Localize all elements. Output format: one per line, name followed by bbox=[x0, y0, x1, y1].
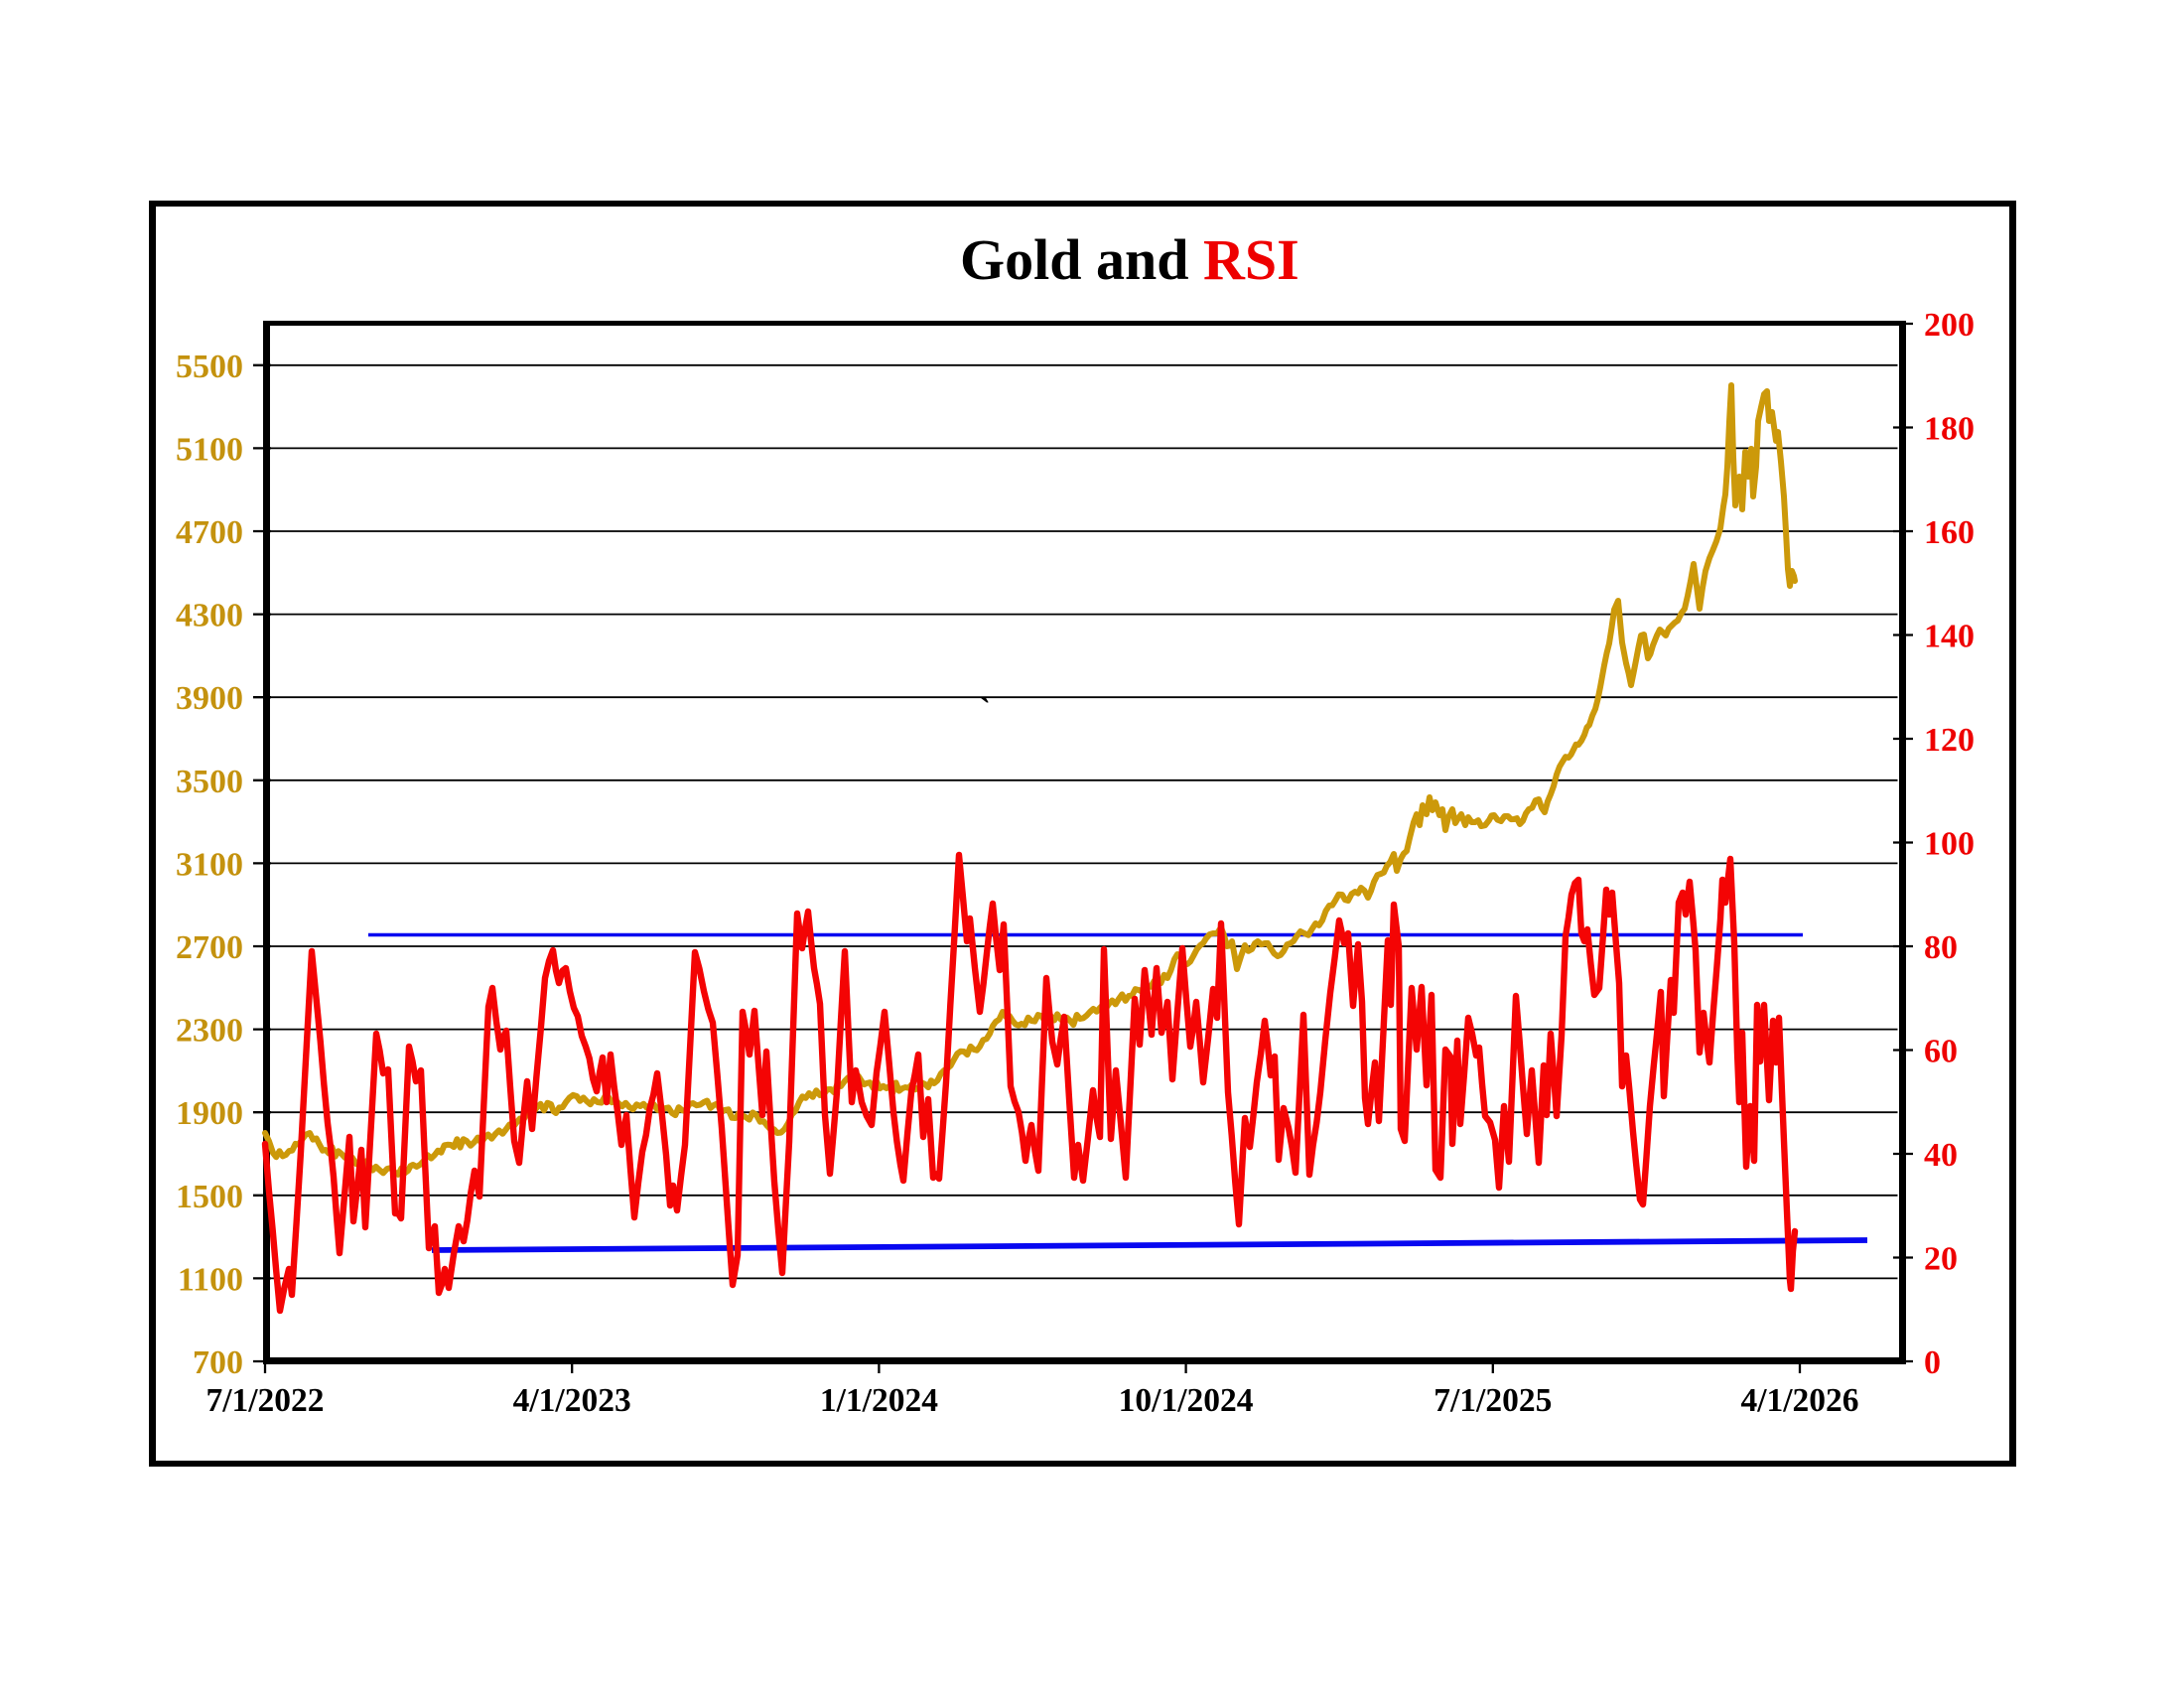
svg-text:5100: 5100 bbox=[176, 431, 243, 468]
svg-text:20: 20 bbox=[1924, 1241, 1958, 1278]
svg-text:1/1/2024: 1/1/2024 bbox=[820, 1382, 938, 1419]
svg-text:100: 100 bbox=[1924, 826, 1975, 863]
svg-text:10/1/2024: 10/1/2024 bbox=[1119, 1382, 1254, 1419]
svg-text:5500: 5500 bbox=[176, 349, 243, 385]
svg-text:60: 60 bbox=[1924, 1034, 1958, 1070]
svg-text:1900: 1900 bbox=[176, 1095, 243, 1132]
svg-text:1100: 1100 bbox=[178, 1261, 243, 1298]
svg-text:4/1/2026: 4/1/2026 bbox=[1740, 1382, 1858, 1419]
svg-text:4/1/2023: 4/1/2023 bbox=[513, 1382, 631, 1419]
svg-text:700: 700 bbox=[193, 1344, 243, 1381]
svg-text:40: 40 bbox=[1924, 1137, 1958, 1174]
svg-text:3100: 3100 bbox=[176, 846, 243, 883]
svg-text:1500: 1500 bbox=[176, 1179, 243, 1215]
svg-text:2700: 2700 bbox=[176, 929, 243, 966]
svg-text:7/1/2022: 7/1/2022 bbox=[205, 1382, 324, 1419]
svg-text:4700: 4700 bbox=[176, 514, 243, 551]
svg-text:160: 160 bbox=[1924, 514, 1975, 551]
svg-text:Gold and RSI: Gold and RSI bbox=[960, 227, 1299, 292]
svg-text:7/1/2025: 7/1/2025 bbox=[1433, 1382, 1552, 1419]
svg-text:140: 140 bbox=[1924, 619, 1975, 655]
svg-text:2300: 2300 bbox=[176, 1013, 243, 1050]
svg-text:`: ` bbox=[979, 690, 991, 730]
svg-text:0: 0 bbox=[1924, 1344, 1941, 1381]
svg-text:3500: 3500 bbox=[176, 764, 243, 800]
svg-text:3900: 3900 bbox=[176, 680, 243, 717]
svg-text:200: 200 bbox=[1924, 307, 1975, 344]
svg-text:120: 120 bbox=[1924, 722, 1975, 759]
svg-text:80: 80 bbox=[1924, 929, 1958, 966]
svg-text:180: 180 bbox=[1924, 411, 1975, 448]
svg-text:4300: 4300 bbox=[176, 598, 243, 635]
